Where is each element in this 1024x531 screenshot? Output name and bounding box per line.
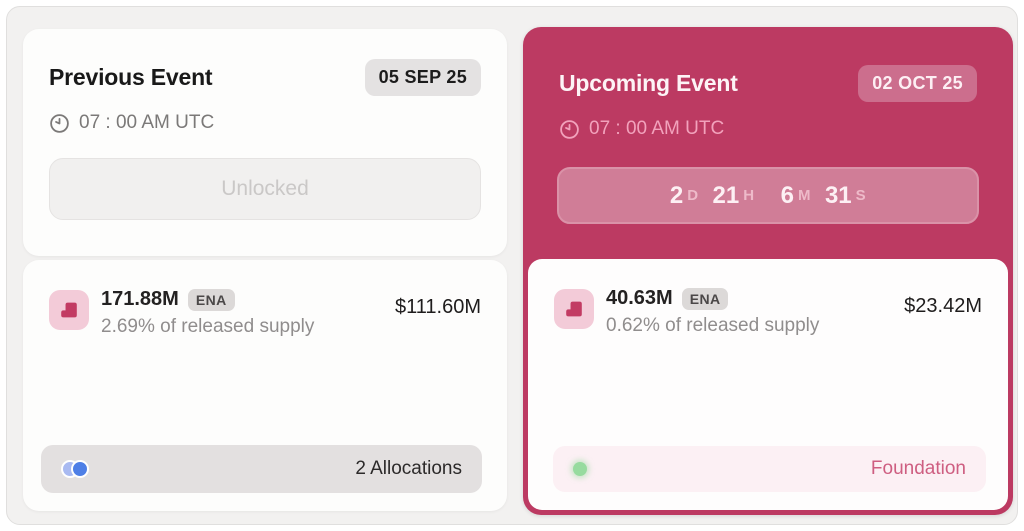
unlocked-status-button[interactable]: Unlocked (49, 158, 481, 220)
countdown-days-unit: D (687, 187, 699, 204)
upcoming-event-date-badge: 02 OCT 25 (858, 65, 977, 102)
countdown-hours-unit: H (743, 187, 755, 204)
ethena-logo-icon (61, 302, 77, 318)
countdown-minutes: 6 (780, 181, 794, 209)
previous-event-time: 07 : 00 AM UTC (79, 112, 215, 133)
previous-allocation-row: 171.88M ENA 2.69% of released supply $11… (49, 288, 481, 338)
foundation-label: Foundation (870, 458, 966, 479)
upcoming-event-card: Upcoming Event 02 OCT 25 07 : 00 AM UTC … (523, 27, 1013, 515)
countdown-minutes-unit: M (797, 187, 811, 204)
upcoming-event-header: Upcoming Event 02 OCT 25 (559, 65, 977, 102)
upcoming-event-allocation-panel: 40.63M ENA 0.62% of released supply $23.… (528, 259, 1008, 510)
upcoming-event-title: Upcoming Event (559, 70, 738, 96)
allocations-count-label: 2 Allocations (355, 458, 462, 479)
token-symbol-badge: ENA (681, 287, 729, 310)
page-background: Previous Event 05 SEP 25 07 : 00 AM UTC … (6, 6, 1018, 525)
allocation-dot-dark-icon (71, 460, 89, 478)
upcoming-usd-value: $23.42M (904, 295, 982, 317)
countdown-days: 2 (669, 181, 684, 209)
previous-usd-value: $111.60M (395, 296, 481, 318)
previous-token-amount: 171.88M (101, 288, 179, 310)
countdown-seconds: 31 (824, 181, 852, 209)
previous-event-header: Previous Event 05 SEP 25 (49, 59, 481, 96)
upcoming-event-time-row: 07 : 00 AM UTC (559, 118, 977, 140)
upcoming-supply-percent: 0.62% of released supply (606, 315, 820, 336)
previous-event-card: Previous Event 05 SEP 25 07 : 00 AM UTC … (23, 29, 507, 256)
status-dot-icon (573, 462, 587, 476)
clock-icon (49, 113, 70, 134)
countdown-seconds-unit: S (855, 187, 867, 204)
upcoming-event-time: 07 : 00 AM UTC (589, 118, 725, 139)
token-symbol-badge: ENA (187, 288, 235, 311)
previous-event-date-badge: 05 SEP 25 (364, 59, 481, 96)
previous-allocation-text: 171.88M ENA 2.69% of released supply (101, 288, 383, 338)
foundation-footer-bar[interactable]: Foundation (553, 446, 986, 492)
allocations-avatars-icon (61, 460, 89, 478)
allocations-footer-bar[interactable]: 2 Allocations (41, 445, 482, 493)
previous-event-time-row: 07 : 00 AM UTC (49, 112, 481, 134)
upcoming-allocation-text: 40.63M ENA 0.62% of released supply (606, 287, 892, 337)
ethena-logo-icon (566, 301, 582, 317)
previous-event-title: Previous Event (49, 64, 213, 90)
previous-event-allocation-card: 171.88M ENA 2.69% of released supply $11… (23, 260, 507, 511)
upcoming-allocation-row: 40.63M ENA 0.62% of released supply $23.… (554, 287, 982, 337)
clock-icon (559, 119, 580, 140)
countdown-timer: 2 D 21 H 6 M 31 S (557, 167, 979, 224)
token-logo-tile (554, 289, 594, 329)
upcoming-token-amount: 40.63M (606, 287, 673, 309)
countdown-hours: 21 (712, 181, 740, 209)
previous-supply-percent: 2.69% of released supply (101, 316, 315, 337)
token-logo-tile (49, 290, 89, 330)
